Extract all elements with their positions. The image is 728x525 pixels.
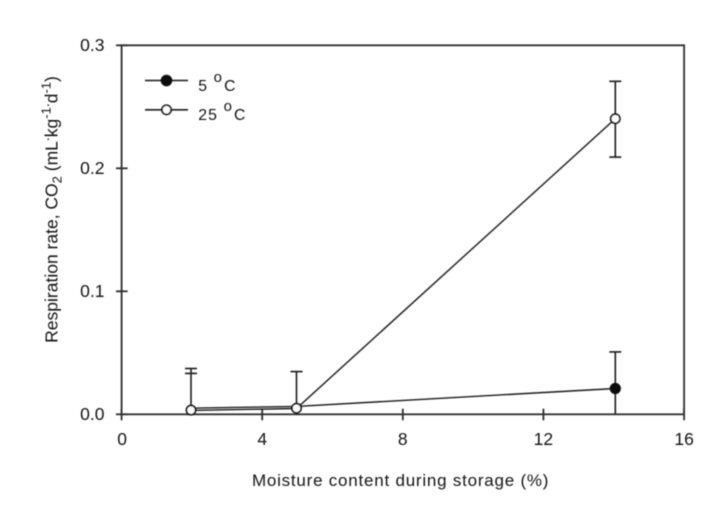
svg-text:0.1: 0.1: [80, 281, 104, 301]
svg-text:12: 12: [534, 429, 553, 449]
svg-text:8: 8: [398, 429, 408, 449]
svg-text:0.0: 0.0: [80, 404, 105, 424]
svg-text:Moisture content during storag: Moisture content during storage (%): [252, 471, 549, 490]
svg-text:0.3: 0.3: [80, 35, 104, 55]
svg-text:0.2: 0.2: [80, 158, 104, 178]
svg-text:0: 0: [117, 429, 127, 449]
svg-text:4: 4: [257, 429, 267, 449]
svg-text:16: 16: [674, 429, 693, 449]
svg-text:Respiration rate, CO2 (mL.kg-1: Respiration rate, CO2 (mL.kg-1.d-1): [36, 76, 65, 343]
